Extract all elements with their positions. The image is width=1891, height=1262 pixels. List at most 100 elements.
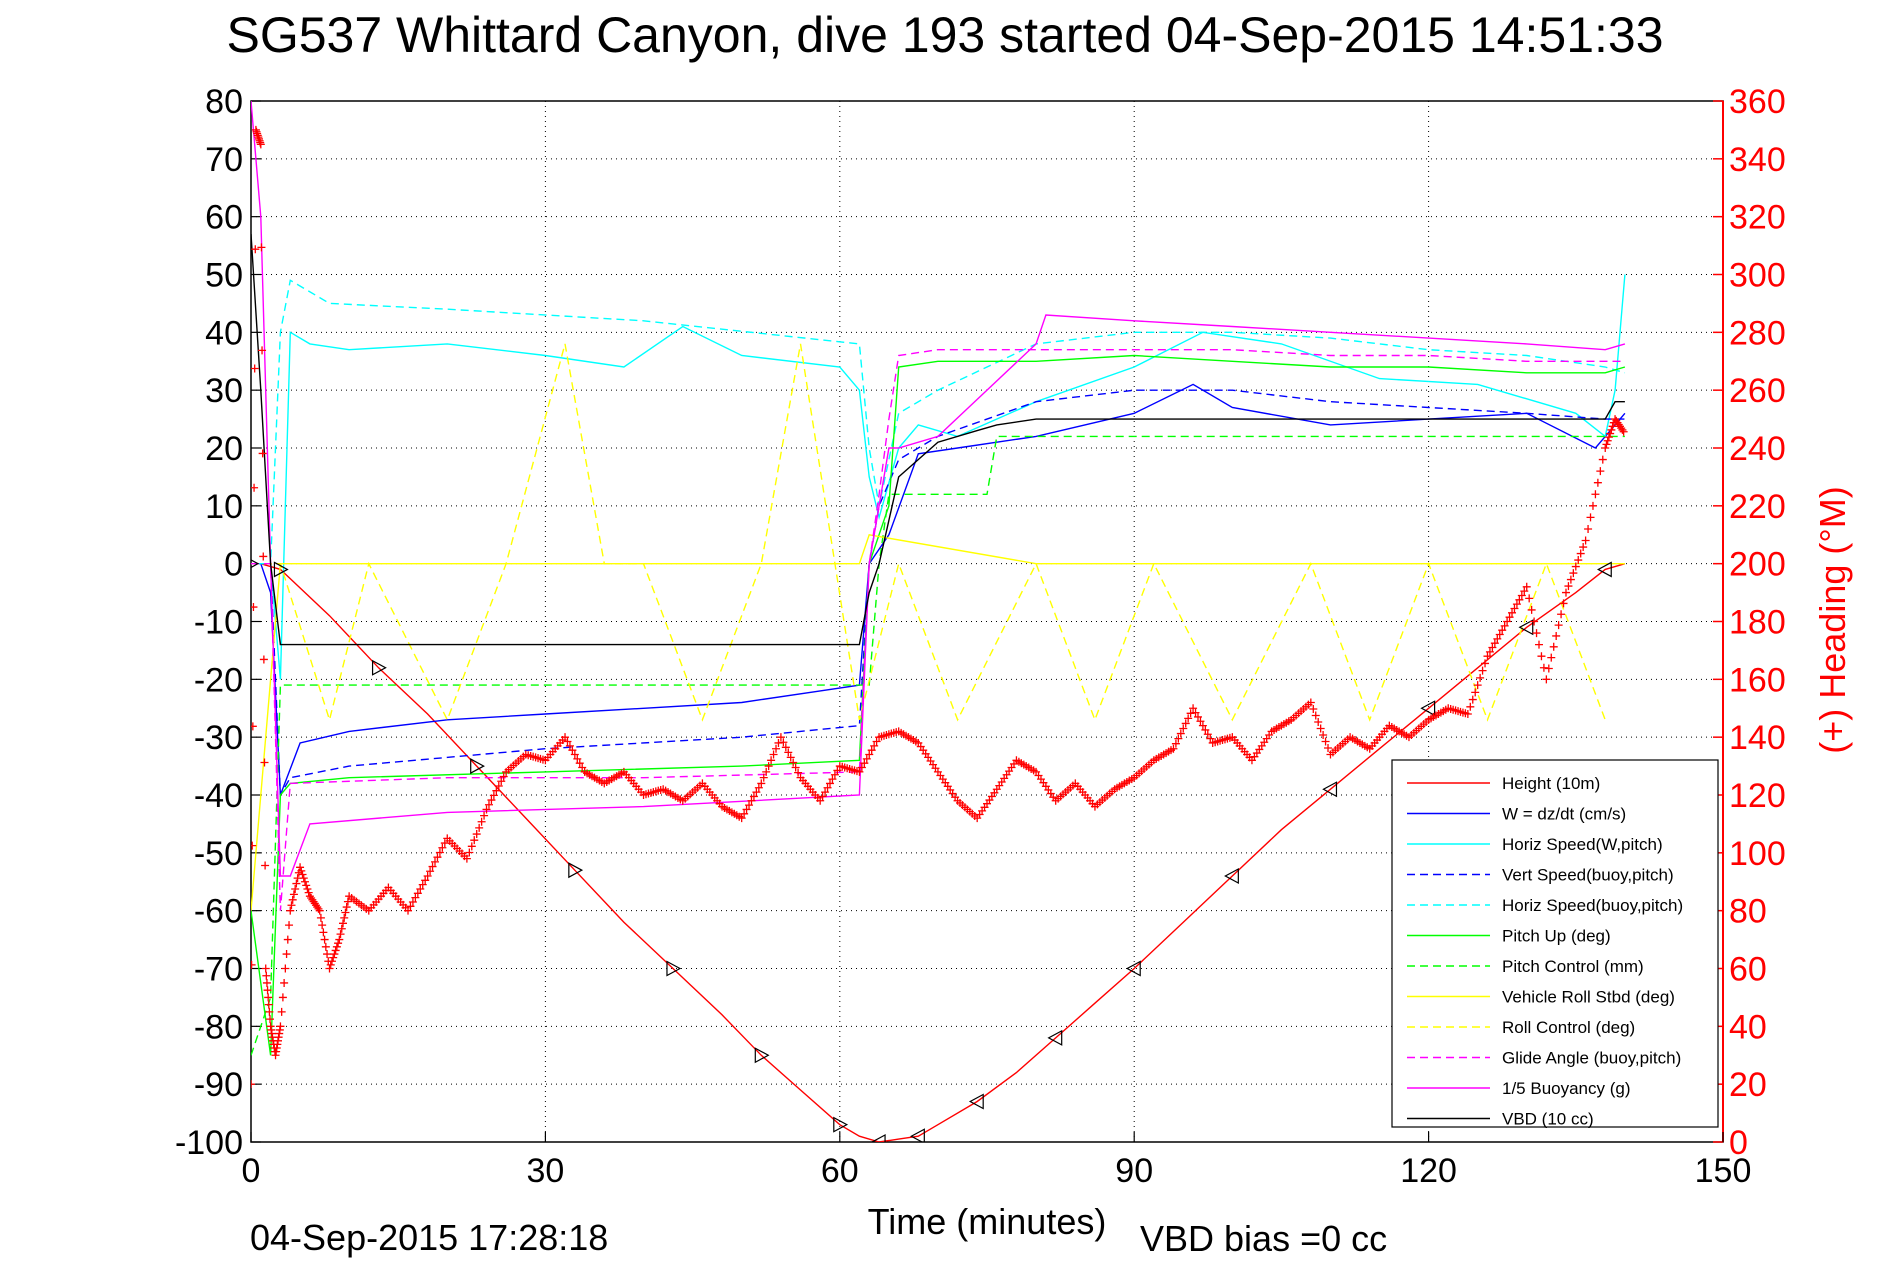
heading-point <box>340 913 349 922</box>
heading-point <box>872 737 881 746</box>
legend-entry-label: Glide Angle (buoy,pitch) <box>1502 1049 1681 1068</box>
heading-point <box>740 809 749 818</box>
heading-point <box>855 767 864 776</box>
right-tick-label: 260 <box>1729 372 1786 410</box>
heading-point <box>1203 730 1212 739</box>
heading-point <box>1571 562 1580 571</box>
heading-point <box>1564 582 1573 591</box>
left-tick-label: 10 <box>205 488 243 526</box>
heading-point <box>477 817 486 826</box>
heading-point <box>1309 704 1318 713</box>
heading-point <box>303 884 312 893</box>
heading-point <box>289 890 298 899</box>
heading-point <box>578 763 587 772</box>
heading-point <box>287 901 296 910</box>
heading-point <box>769 750 778 759</box>
heading-point <box>1559 599 1568 608</box>
heading-point <box>337 924 346 933</box>
heading-point <box>426 867 435 876</box>
heading-point <box>1505 613 1514 622</box>
heading-point <box>320 935 329 944</box>
heading-point <box>472 830 481 839</box>
heading-point <box>413 889 422 898</box>
heading-point <box>762 767 771 776</box>
heading-point <box>565 741 574 750</box>
left-axis: 80 70 60 50 40 30 20 10 0 -10 -20 -30 -40 -50 -60 -70 -8… <box>175 83 261 1162</box>
heading-point <box>830 770 839 779</box>
right-tick-label: 200 <box>1729 546 1786 584</box>
heading-point <box>499 772 508 781</box>
series-line-8 <box>251 343 1606 723</box>
legend-entry-label: Height (10m) <box>1502 774 1600 793</box>
height-marker <box>273 561 289 578</box>
heading-point <box>1581 536 1590 545</box>
heading-point <box>259 552 268 561</box>
right-tick-label: 220 <box>1729 488 1786 526</box>
legend-entry-label: Pitch Control (mm) <box>1502 957 1644 976</box>
heading-point <box>754 783 763 792</box>
heading-point <box>319 928 328 937</box>
series-line-5 <box>251 354 1626 1056</box>
height-marker <box>470 758 485 775</box>
heading-point <box>764 762 773 771</box>
heading-point <box>302 881 311 890</box>
heading-point <box>1603 436 1612 445</box>
legend-entry-label: VBD (10 cc) <box>1502 1110 1594 1129</box>
heading-point <box>494 781 503 790</box>
heading-point <box>570 750 579 759</box>
heading-point <box>321 942 330 951</box>
series-line-0 <box>251 563 1626 1142</box>
height-marker <box>833 1116 849 1133</box>
heading-point <box>256 140 265 149</box>
heading-point <box>1495 630 1504 639</box>
heading-point <box>1588 501 1597 510</box>
heading-point <box>343 897 352 906</box>
heading-point <box>1206 734 1215 743</box>
right-tick-label: 100 <box>1729 835 1786 873</box>
heading-point <box>1500 621 1509 630</box>
heading-point <box>482 805 491 814</box>
series-line-4 <box>251 279 1626 565</box>
heading-point <box>1169 744 1178 753</box>
heading-point <box>261 861 270 870</box>
bottom-tick-label: 90 <box>1115 1152 1153 1190</box>
heading-point <box>331 946 340 955</box>
heading-point <box>1512 600 1521 609</box>
heading-point <box>757 779 766 788</box>
heading-point <box>789 758 798 767</box>
heading-point <box>278 993 287 1002</box>
heading-point <box>334 939 343 948</box>
heading-point <box>860 759 869 768</box>
heading-point <box>1493 634 1502 643</box>
vbd-bias-label: VBD bias =0 cc <box>1140 1218 1387 1259</box>
heading-point <box>492 786 501 795</box>
heading-point <box>339 919 347 928</box>
heading-point <box>1321 737 1330 746</box>
left-tick-label: -50 <box>194 835 243 873</box>
right-tick-label: 0 <box>1729 1124 1748 1162</box>
heading-point <box>867 746 876 755</box>
heading-point <box>1191 708 1200 717</box>
right-axis-label: (+) Heading (°M) <box>1812 486 1853 753</box>
heading-point <box>828 775 837 784</box>
bottom-tick-label: 150 <box>1695 1152 1752 1190</box>
heading-point <box>418 880 427 889</box>
height-marker <box>870 1133 886 1142</box>
height-marker <box>371 659 387 676</box>
left-tick-label: -100 <box>175 1124 243 1162</box>
heading-point <box>772 744 781 753</box>
heading-point <box>1466 702 1475 711</box>
heading-point <box>865 750 874 759</box>
heading-point <box>816 796 825 805</box>
heading-point <box>291 884 300 893</box>
left-tick-label: -80 <box>194 1008 243 1046</box>
height-marker <box>1518 619 1534 636</box>
right-tick-label: 320 <box>1729 199 1786 237</box>
heading-point <box>327 957 336 966</box>
heading-point <box>411 893 420 902</box>
heading-point <box>251 722 257 731</box>
series-line-2 <box>251 274 1626 680</box>
heading-point <box>1579 543 1588 552</box>
heading-point <box>292 879 301 888</box>
heading-point <box>1473 681 1482 690</box>
